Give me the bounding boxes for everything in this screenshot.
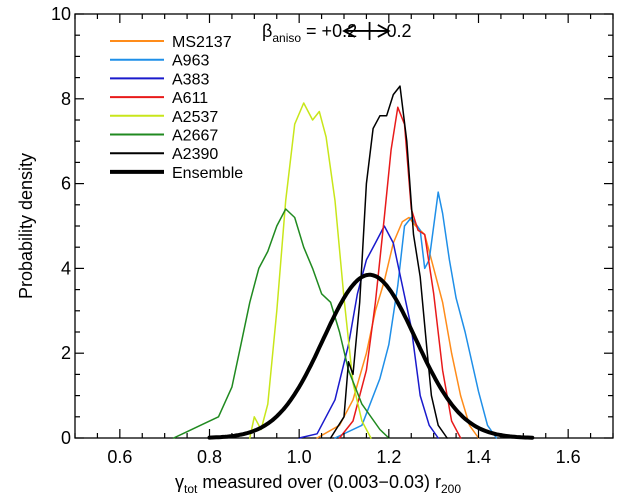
series-layer	[172, 85, 535, 440]
y-tick-label: 0	[61, 428, 71, 448]
beta-left-value: = +0.2	[301, 21, 357, 41]
beta-symbol: β	[262, 21, 272, 41]
x-axis-title-symbol: γ	[175, 472, 184, 492]
y-axis-title: Probability density	[16, 153, 36, 299]
x-tick-label: 0.6	[107, 447, 132, 467]
legend-label-a2390: A2390	[172, 146, 218, 163]
y-tick-label: 8	[61, 89, 71, 109]
beta-arrow-head-right	[377, 24, 391, 38]
beta-arrow	[342, 21, 391, 40]
series-line-a383	[298, 225, 439, 439]
series-line-ms2137	[316, 216, 480, 439]
legend-label-a611: A611	[172, 90, 208, 107]
x-axis-title-mid: measured over (0.003−0.03) r	[197, 472, 441, 492]
y-tick-label: 10	[51, 4, 71, 24]
y-tick-label: 2	[61, 343, 71, 363]
beta-subscript: aniso	[272, 31, 301, 45]
x-tick-label: 0.8	[197, 447, 222, 467]
x-tick-label: 1.2	[376, 447, 401, 467]
x-tick-label: 1.6	[556, 447, 581, 467]
series-line-a2667	[172, 208, 390, 439]
tick-layer: 0.6 0.8 1.0 1.2 1.4 1.6 0 2 4 6 8 10	[51, 4, 614, 467]
legend-label-a2537: A2537	[172, 109, 218, 126]
x-tick-label: 1.4	[466, 447, 491, 467]
x-axis-title: γtot measured over (0.003−0.03) r200	[175, 472, 461, 496]
x-axis-title-sub2: 200	[441, 482, 461, 496]
y-tick-label: 4	[61, 258, 71, 278]
y-tick-label: 6	[61, 174, 71, 194]
legend-label-a963: A963	[172, 53, 209, 70]
x-axis-title-sub1: tot	[184, 482, 198, 496]
beta-right-value: −0.2	[376, 21, 412, 41]
series-line-a2537	[249, 102, 372, 439]
series-line-ensemble	[207, 272, 535, 440]
series-line-a2390	[329, 85, 448, 439]
beta-arrow-head-left	[342, 24, 356, 38]
legend-label-ms2137: MS2137	[172, 34, 232, 51]
legend-label-ensemble: Ensemble	[172, 165, 243, 182]
legend-label-a2667: A2667	[172, 128, 218, 145]
beta-annotation-text: βaniso = +0.2	[262, 21, 357, 45]
beta-annotation: βaniso = +0.2 −0.2	[262, 21, 412, 45]
legend-label-a383: A383	[172, 71, 209, 88]
x-tick-label: 1.0	[287, 447, 312, 467]
